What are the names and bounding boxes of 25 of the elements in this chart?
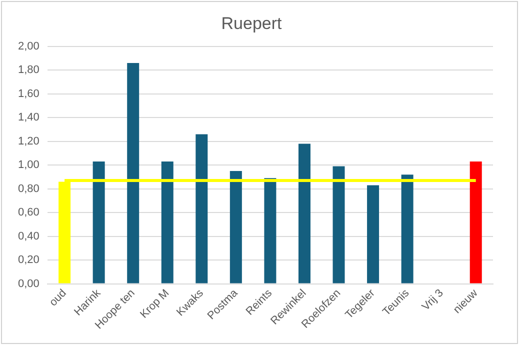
bar: [264, 178, 276, 284]
y-tick-label: 0,80: [18, 182, 40, 195]
bar: [298, 144, 310, 284]
y-tick-label: 0,20: [18, 254, 40, 266]
chart-title: Ruepert: [221, 14, 282, 33]
bar: [127, 63, 140, 284]
y-tick-label: 1,60: [18, 88, 40, 100]
x-tick-label: Vrij 3: [420, 287, 446, 314]
x-tick-label: oud: [47, 287, 69, 309]
bar: [92, 162, 105, 284]
y-tick-label: 0,60: [18, 206, 40, 219]
y-tick-label: 0,40: [18, 230, 40, 242]
y-tick-label: 1,40: [18, 112, 40, 124]
y-tick-label: 0,00: [18, 278, 40, 290]
y-tick-label: 1,20: [18, 135, 40, 148]
bar: [161, 162, 174, 284]
bar: [332, 166, 345, 284]
bar: [196, 134, 208, 284]
bar: [401, 174, 414, 284]
bar: [230, 171, 242, 284]
y-tick-label: 1,80: [18, 64, 40, 76]
y-tick-label: 2,00: [18, 40, 40, 52]
bar: [367, 185, 380, 284]
bar: [470, 162, 482, 284]
y-tick-label: 1,00: [18, 159, 40, 172]
